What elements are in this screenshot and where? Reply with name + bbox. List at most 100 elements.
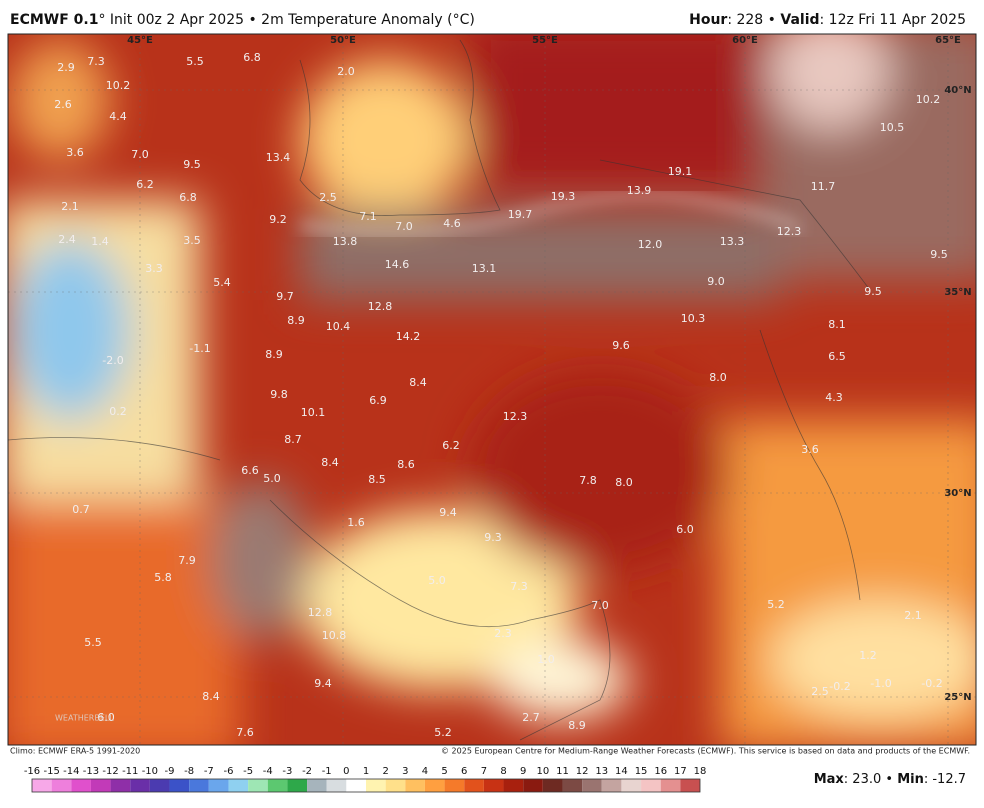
colorbar-tick-label: 15 [635,766,648,777]
anomaly-label: 4.4 [109,110,127,123]
colorbar-segment [385,779,406,792]
colorbar-segment [90,779,111,792]
anomaly-label: 5.8 [154,571,172,584]
lat-label: 35°N [944,287,971,298]
anomaly-label: 8.0 [709,371,727,384]
colorbar-tick-label: 3 [402,766,408,777]
min-label: Min [897,772,924,787]
colorbar-tick-label: -16 [24,766,40,777]
anomaly-label: 3.3 [145,262,163,275]
anomaly-label: 14.6 [385,258,410,271]
anomaly-label: 7.0 [591,599,609,612]
colorbar-segment [110,779,131,792]
anomaly-label: 13.1 [472,262,497,275]
colorbar-segment [287,779,308,792]
init-title: ° Init 00z 2 Apr 2025 • 2m Temperature A… [98,12,474,28]
colorbar-segment [503,779,524,792]
max-value: : 23.0 • [844,772,897,787]
colorbar-tick-label: -5 [243,766,253,777]
colorbar-segment [189,779,209,792]
lon-label: 65°E [935,35,961,46]
colorbar-tick-label: -14 [63,766,79,777]
anomaly-label: 10.2 [106,79,131,92]
lat-label: 40°N [944,85,971,96]
anomaly-label: 13.9 [627,184,652,197]
colorbar-frame [31,778,701,793]
colorbar-segment [523,779,543,792]
anomaly-label: 7.9 [178,554,196,567]
anomaly-label: 7.8 [579,474,597,487]
colorbar-tick-label: -6 [223,766,233,777]
anomaly-label: 6.5 [828,350,846,363]
colorbar-segment [405,779,425,792]
anomaly-label: 10.2 [916,93,941,106]
anomaly-label: 6.0 [97,711,115,724]
colorbar-tick-label: 11 [556,766,569,777]
colorbar-segment [169,779,190,792]
anomaly-label: 1.2 [859,649,877,662]
anomaly-label: 7.3 [510,580,528,593]
lat-label: 30°N [944,488,971,499]
anomaly-label: 13.8 [333,235,358,248]
anomaly-label: 1.6 [347,516,365,529]
anomaly-label: 4.3 [825,391,843,404]
colorbar-tick-label: 14 [615,766,628,777]
anomaly-label: 9.8 [270,388,288,401]
colorbar-segment [641,779,661,792]
anomaly-label: 8.6 [397,458,415,471]
valid-label: Valid [780,12,819,28]
colorbar-segment [366,779,386,792]
anomaly-label: 5.4 [213,276,231,289]
lon-label: 60°E [732,35,758,46]
hour-label: Hour [689,12,727,28]
colorbar-tick-label: 17 [674,766,687,777]
anomaly-label: 10.4 [326,320,351,333]
colorbar-segment [621,779,642,792]
colorbar-tick-label: 7 [481,766,487,777]
anomaly-label: 19.7 [508,208,533,221]
colorbar-tick-label: 0 [343,766,349,777]
colorbar-segment [267,779,288,792]
colorbar-segment [680,779,700,792]
colorbar-tick-label: 4 [422,766,428,777]
anomaly-label: 2.7 [522,711,540,724]
anomaly-label: 0.2 [109,405,127,418]
header-right: Hour: 228 • Valid: 12z Fri 11 Apr 2025 [689,12,966,28]
lat-label: 25°N [944,692,971,703]
map-frame [7,33,977,746]
colorbar-tick-label: 13 [595,766,608,777]
colorbar-segment [346,779,366,792]
anomaly-label: 13.3 [720,235,745,248]
colorbar-segment [32,779,52,792]
colorbar-segment [464,779,484,792]
anomaly-label: 8.9 [265,348,283,361]
anomaly-label: 9.5 [930,248,948,261]
max-label: Max [814,772,845,787]
anomaly-label: 5.5 [186,55,204,68]
colorbar-segment [228,779,249,792]
anomaly-label: 6.2 [136,178,154,191]
colorbar-tick-label: -7 [204,766,214,777]
anomaly-label: 2.1 [904,609,922,622]
anomaly-label: 12.3 [777,225,802,238]
colorbar-tick-label: -8 [184,766,194,777]
lon-label: 50°E [330,35,356,46]
anomaly-label: 2.5 [811,685,829,698]
colorbar-segment [71,779,91,792]
anomaly-label: 0.7 [72,503,90,516]
model: ECMWF 0.1 [10,12,98,28]
colorbar-tick-label: -10 [142,766,158,777]
map-field: 45°E 50°E 55°E 60°E 65°E 40°N 35°N 30°N 25°N 2.9 7… [8,34,976,745]
colorbar-tick-label: 6 [461,766,467,777]
anomaly-label: 8.0 [615,476,633,489]
max-min: Max: 23.0 • Min: -12.7 [814,772,966,787]
anomaly-label: 1.0 [537,653,555,666]
colorbar-segment [483,779,504,792]
colorbar-segment [444,779,465,792]
anomaly-label: 8.5 [368,473,386,486]
colorbar-segment [562,779,583,792]
colorbar-segment [307,779,327,792]
anomaly-label: 2.6 [54,98,72,111]
valid-value: : 12z Fri 11 Apr 2025 [820,12,966,28]
